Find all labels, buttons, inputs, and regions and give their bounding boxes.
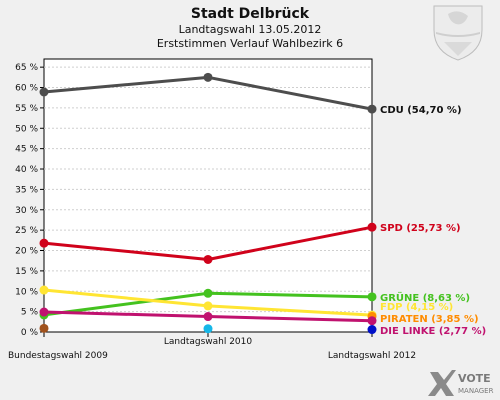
data-point bbox=[367, 292, 377, 302]
y-tick-label: 60 % bbox=[15, 84, 38, 94]
x-tick-label: Landtagswahl 2012 bbox=[328, 351, 416, 361]
end-labels: CDU (54,70 %) SPD (25,73 %) GRÜNE (8,63 %)… bbox=[380, 105, 486, 337]
y-tick-label: 30 % bbox=[15, 206, 38, 216]
series-end-label: DIE LINKE (2,77 %) bbox=[380, 326, 486, 337]
y-tick-label: 50 % bbox=[15, 124, 38, 134]
series-cdu bbox=[39, 72, 377, 114]
series-end-label: PIRATEN (3,85 %) bbox=[380, 314, 479, 325]
x-tick-label: Landtagswahl 2010 bbox=[164, 337, 253, 347]
series-sonstige-3 bbox=[367, 325, 377, 335]
y-axis-ticks: 0 % 5 % 10 % 15 % 20 % 25 % 30 % 35 % 40 % 45 % 50… bbox=[15, 63, 44, 338]
data-point bbox=[203, 288, 213, 298]
y-tick-label: 35 % bbox=[15, 185, 38, 195]
data-point bbox=[39, 323, 49, 333]
data-point bbox=[39, 285, 49, 295]
data-point bbox=[367, 104, 377, 114]
series-gr-ne bbox=[39, 288, 377, 320]
series-spd bbox=[39, 222, 377, 264]
x-axis-ticks: Bundestagswahl 2009 Landtagswahl 2010 Land… bbox=[8, 332, 416, 361]
series-die-linke bbox=[39, 307, 377, 326]
data-point bbox=[367, 325, 377, 335]
series-sonstige-2 bbox=[203, 324, 213, 334]
data-point bbox=[203, 72, 213, 82]
data-point bbox=[39, 307, 49, 317]
y-tick-label: 10 % bbox=[15, 287, 38, 297]
data-point bbox=[367, 222, 377, 232]
x-tick-label: Bundestagswahl 2009 bbox=[8, 351, 108, 361]
data-point bbox=[203, 301, 213, 311]
y-tick-label: 25 % bbox=[15, 226, 38, 236]
y-tick-label: 40 % bbox=[15, 165, 38, 175]
data-point bbox=[203, 312, 213, 322]
x-check-icon bbox=[428, 370, 456, 396]
logo-text-vote: VOTE bbox=[458, 372, 491, 385]
coat-of-arms-icon bbox=[433, 5, 483, 61]
series-end-label: CDU (54,70 %) bbox=[380, 105, 462, 116]
series-layer bbox=[39, 72, 377, 335]
logo-text-manager: MANAGER bbox=[458, 387, 494, 395]
y-tick-label: 20 % bbox=[15, 247, 38, 257]
y-tick-label: 5 % bbox=[21, 308, 39, 318]
data-point bbox=[203, 254, 213, 264]
series-sonstige-1 bbox=[39, 323, 49, 333]
series-end-label: SPD (25,73 %) bbox=[380, 223, 461, 234]
series-end-label: FDP (4,15 %) bbox=[380, 302, 453, 313]
y-tick-label: 45 % bbox=[15, 145, 38, 155]
y-tick-label: 0 % bbox=[21, 328, 39, 338]
y-tick-label: 15 % bbox=[15, 267, 38, 277]
data-point bbox=[203, 324, 213, 334]
data-point bbox=[367, 316, 377, 326]
chart-subtitle-election: Landtagswahl 13.05.2012 bbox=[179, 23, 322, 36]
data-point bbox=[39, 238, 49, 248]
chart-title: Stadt Delbrück bbox=[191, 6, 310, 22]
vote-manager-logo: VOTE MANAGER bbox=[428, 370, 494, 396]
series-end-label: GRÜNE (8,63 %) bbox=[380, 290, 470, 304]
plot-area bbox=[43, 58, 373, 333]
y-tick-label: 65 % bbox=[15, 63, 38, 73]
chart-subtitle-district: Erststimmen Verlauf Wahlbezirk 6 bbox=[157, 37, 343, 50]
data-point bbox=[39, 87, 49, 97]
y-tick-label: 55 % bbox=[15, 104, 38, 114]
